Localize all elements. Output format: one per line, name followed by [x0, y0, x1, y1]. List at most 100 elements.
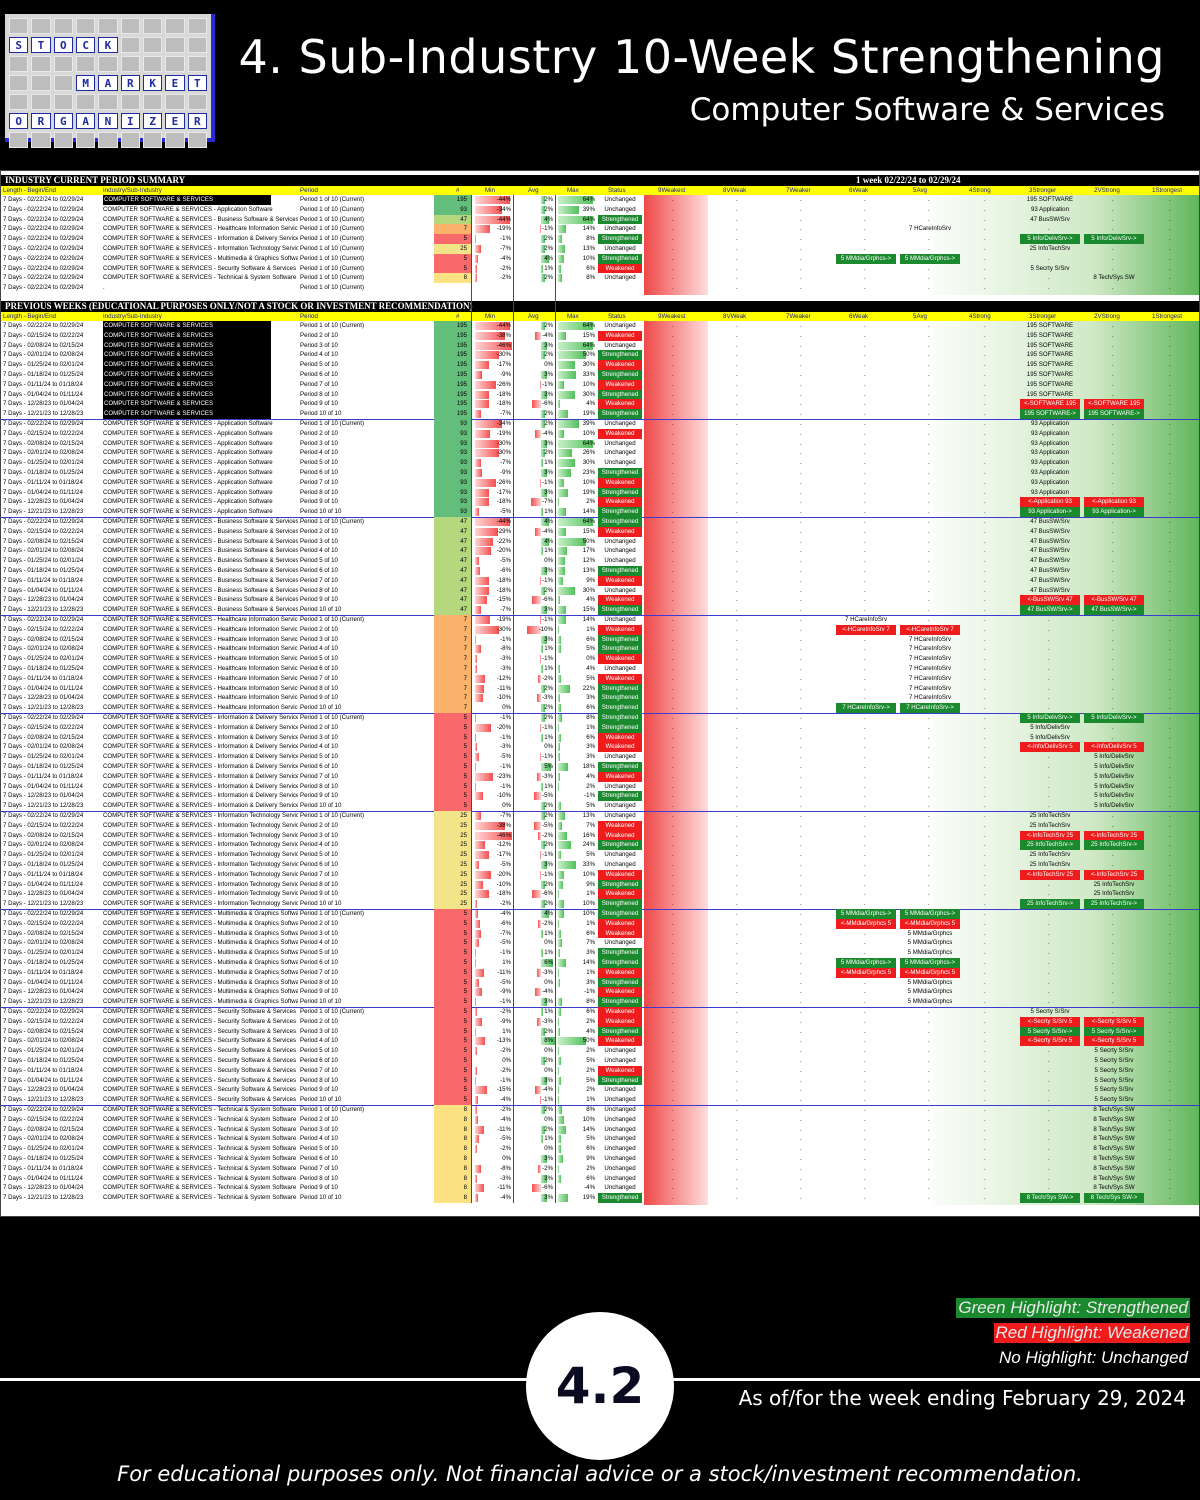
row-count: 93 — [434, 419, 471, 429]
avg-bar — [541, 1174, 547, 1183]
empty-cell-dot: . — [984, 772, 986, 780]
empty-cell-dot: . — [984, 812, 986, 819]
empty-cell-dot: . — [1112, 998, 1114, 1006]
table-row: 7 Days - 12/28/23 to 01/04/24 COMPUTER SO… — [1, 889, 1199, 900]
row-length: 7 Days - 02/01/24 to 02/08/24 — [3, 1135, 84, 1143]
avg-bar — [541, 567, 547, 575]
strength-cell: 25 InfoTechSrv — [1029, 812, 1071, 819]
row-min: -1% — [500, 714, 511, 721]
row-period: Period 5 of 10 — [300, 459, 338, 467]
empty-cell-dot: . — [736, 1106, 738, 1113]
empty-cell-dot: . — [984, 655, 986, 663]
status-badge: Weakened — [598, 673, 642, 684]
empty-cell-dot: . — [1169, 274, 1171, 282]
empty-cell-dot: . — [1169, 1057, 1171, 1064]
status-badge: Unchanged — [604, 420, 636, 427]
empty-cell-dot: . — [1169, 205, 1171, 213]
min-bar — [475, 1086, 487, 1095]
max-bar — [558, 576, 563, 585]
empty-cell-dot: . — [672, 625, 674, 633]
empty-cell-dot: . — [1169, 1017, 1171, 1025]
status-badge: Weakened — [598, 771, 642, 782]
empty-cell-dot: . — [800, 498, 802, 506]
row-industry: COMPUTER SOFTWARE & SERVICES - Technical… — [103, 1155, 297, 1162]
avg-bar — [533, 821, 541, 830]
min-bar — [475, 919, 480, 928]
row-period: Period 10 of 10 — [300, 410, 342, 418]
empty-cell-dot: . — [928, 1008, 930, 1015]
row-max: 14% — [582, 616, 595, 623]
row-count: 5 — [434, 1026, 471, 1037]
status-badge: Strengthened — [598, 1026, 642, 1037]
status-badge: Unchanged — [604, 1184, 636, 1192]
row-industry: COMPUTER SOFTWARE & SERVICES - Multimedi… — [103, 978, 298, 986]
row-count: 7 — [434, 644, 471, 655]
min-bar — [475, 635, 476, 644]
empty-cell-dot: . — [736, 890, 738, 898]
logo-tile — [142, 37, 163, 53]
logo-letter: G — [53, 113, 73, 129]
row-length: 7 Days - 01/25/24 to 02/01/24 — [3, 557, 84, 565]
empty-cell-dot: . — [864, 274, 866, 282]
empty-cell-dot: . — [672, 469, 674, 476]
row-min: -7% — [500, 410, 511, 418]
row-length: 7 Days - 02/15/24 to 02/22/24 — [3, 527, 84, 535]
empty-cell-dot: . — [672, 478, 674, 486]
empty-cell-dot: . — [736, 205, 738, 213]
empty-cell-dot: . — [984, 949, 986, 957]
row-min: -38% — [496, 821, 511, 829]
row-avg: 1% — [544, 1135, 553, 1143]
empty-cell-dot: . — [800, 488, 802, 496]
empty-cell-dot: . — [672, 235, 674, 243]
max-bar — [558, 1145, 562, 1154]
avg-bar — [538, 1164, 541, 1173]
empty-cell-dot: . — [864, 1184, 866, 1192]
empty-cell-dot: . — [1112, 812, 1114, 819]
min-bar — [475, 880, 483, 889]
row-count: 195 — [434, 321, 471, 331]
status-badge: Weakened — [598, 1016, 642, 1027]
empty-cell-dot: . — [736, 606, 738, 614]
row-min: -7% — [500, 929, 511, 937]
row-max: 10% — [582, 254, 595, 262]
empty-cell-dot: . — [1169, 390, 1171, 398]
row-period: Period 2 of 10 — [300, 527, 338, 535]
row-min: -6% — [500, 567, 511, 574]
row-length: 7 Days - 01/11/24 to 01/18/24 — [3, 478, 83, 486]
row-length: 7 Days - 01/11/24 to 01/18/24 — [3, 772, 83, 780]
row-period: Period 6 of 10 — [300, 1155, 338, 1162]
empty-cell-dot: . — [1112, 655, 1114, 663]
avg-bar — [541, 714, 545, 722]
row-length: 7 Days - 02/01/24 to 02/08/24 — [3, 351, 84, 359]
empty-cell-dot: . — [864, 284, 866, 292]
row-avg: 2% — [544, 245, 553, 252]
empty-cell-dot: . — [928, 763, 930, 770]
avg-bar — [535, 429, 541, 438]
status-badge: Unchanged — [604, 1086, 636, 1094]
logo-letter: K — [142, 75, 163, 91]
logo-tile — [120, 56, 140, 72]
empty-cell-dot: . — [864, 1047, 866, 1055]
row-min: -1% — [500, 998, 511, 1006]
empty-cell-dot: . — [736, 684, 738, 692]
strength-cell: 195 SOFTWARE — [1026, 371, 1074, 378]
row-min: -4% — [500, 1096, 511, 1104]
row-avg: -5% — [542, 821, 553, 829]
strength-cell: 5 Secrty S/Srv — [1094, 1086, 1134, 1094]
empty-cell-dot: . — [1169, 674, 1171, 682]
column-header: Industry/Sub-Industry — [103, 313, 162, 320]
max-bar — [558, 704, 562, 713]
avg-bar — [541, 998, 547, 1007]
row-count: 25 — [434, 830, 471, 841]
empty-cell-dot: . — [736, 674, 738, 682]
empty-cell-dot: . — [1112, 821, 1114, 829]
strength-cell: 5 Info/DelivSrv — [1094, 753, 1134, 761]
row-period: Period 3 of 10 — [300, 341, 338, 349]
max-bar — [558, 841, 572, 850]
row-length: 7 Days - 01/18/24 to 01/25/24 — [3, 861, 84, 868]
empty-cell-dot: . — [736, 1145, 738, 1153]
row-count: 47 — [434, 526, 471, 537]
row-length: 7 Days - 02/08/24 to 02/15/24 — [3, 733, 84, 741]
avg-bar — [541, 1125, 545, 1134]
empty-cell-dot: . — [1048, 1145, 1050, 1153]
